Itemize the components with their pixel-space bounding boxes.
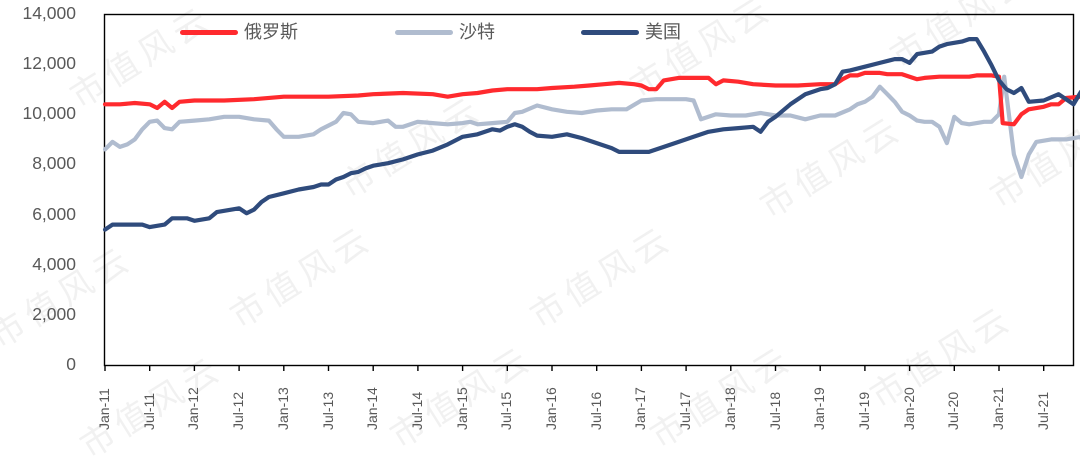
y-tick-label: 2,000 bbox=[32, 303, 76, 324]
x-tick-label: Jul-17 bbox=[677, 391, 694, 430]
y-tick-label: 14,000 bbox=[22, 3, 76, 23]
x-tick-label: Jan-16 bbox=[543, 387, 559, 430]
x-axis-ticks bbox=[104, 365, 1045, 371]
series-lines bbox=[102, 36, 1080, 232]
plot-area bbox=[102, 13, 1080, 371]
legend-item-usa: 美国 bbox=[581, 21, 681, 43]
x-tick-label: Jan-17 bbox=[632, 387, 649, 430]
x-tick-label: Jul-11 bbox=[140, 392, 157, 430]
x-tick-label: Jan-12 bbox=[185, 387, 202, 430]
series-line-2 bbox=[102, 36, 1080, 232]
x-tick-label: Jan-20 bbox=[900, 387, 917, 430]
series-line-0 bbox=[102, 70, 1080, 127]
series-line-1 bbox=[102, 74, 1080, 180]
y-tick-label: 6,000 bbox=[32, 203, 76, 224]
legend-swatch-red bbox=[180, 29, 238, 35]
x-tick-label: Jul-20 bbox=[945, 391, 962, 430]
plot-frame bbox=[103, 13, 1075, 367]
x-tick-label: Jan-11 bbox=[96, 388, 112, 430]
x-tick-label: Jan-21 bbox=[990, 387, 1006, 430]
x-tick-label: Jul-18 bbox=[766, 391, 783, 430]
legend-item-saudi: 沙特 bbox=[395, 21, 495, 43]
x-tick-label: Jul-13 bbox=[319, 391, 336, 430]
x-tick-label: Jan-15 bbox=[453, 387, 470, 430]
x-tick-label: Jan-18 bbox=[721, 387, 738, 430]
x-tick-label: Jan-14 bbox=[364, 387, 381, 430]
y-tick-label: 10,000 bbox=[22, 103, 76, 124]
y-tick-label: 4,000 bbox=[32, 253, 76, 274]
x-tick-label: Jul-16 bbox=[587, 391, 604, 430]
legend-label: 美国 bbox=[645, 22, 681, 42]
x-tick-label: Jul-12 bbox=[230, 391, 247, 430]
x-tick-label: Jul-15 bbox=[498, 391, 515, 430]
x-tick-label: Jan-19 bbox=[811, 387, 828, 430]
legend-swatch-lightgray bbox=[395, 29, 453, 35]
x-tick-label: Jan-13 bbox=[274, 387, 291, 430]
x-tick-label: Jul-14 bbox=[408, 391, 425, 430]
x-tick-label: Jul-21 bbox=[1034, 391, 1051, 430]
y-tick-label: 8,000 bbox=[32, 153, 76, 174]
legend-label: 沙特 bbox=[459, 22, 495, 42]
y-tick-label: 12,000 bbox=[22, 53, 76, 74]
legend-swatch-navy bbox=[581, 29, 639, 35]
legend-item-russia: 俄罗斯 bbox=[180, 21, 298, 43]
legend-label: 俄罗斯 bbox=[244, 22, 298, 42]
y-tick-label: 0 bbox=[66, 354, 76, 374]
x-tick-label: Jul-19 bbox=[855, 391, 872, 430]
